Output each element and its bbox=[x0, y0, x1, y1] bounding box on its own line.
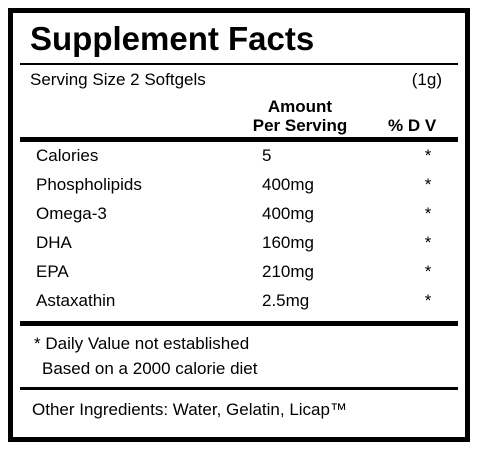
nutrient-amount: 400mg bbox=[262, 175, 314, 194]
nutrient-amount: 210mg bbox=[262, 262, 314, 281]
other-ingredients: Other Ingredients: Water, Gelatin, Licap… bbox=[32, 400, 347, 419]
serving-size: Serving Size 2 Softgels bbox=[30, 70, 206, 89]
label-border bbox=[8, 8, 470, 442]
nutrient-dv: * bbox=[424, 175, 432, 194]
rule bbox=[20, 137, 458, 142]
nutrient-name: DHA bbox=[36, 233, 72, 252]
amount-header-line: Amount bbox=[267, 97, 333, 116]
footnote: * Daily Value not established bbox=[34, 334, 250, 353]
nutrient-amount: 2.5mg bbox=[262, 291, 310, 310]
serving-weight: (1g) bbox=[411, 70, 442, 89]
nutrient-name: Omega-3 bbox=[36, 204, 107, 223]
nutrient-dv: * bbox=[424, 204, 432, 223]
nutrient-dv: * bbox=[424, 146, 432, 165]
nutrient-dv: * bbox=[424, 262, 432, 281]
amount-header: Amount Per Serving bbox=[244, 97, 356, 135]
nutrient-dv: * bbox=[424, 291, 432, 310]
nutrient-amount: 160mg bbox=[262, 233, 314, 252]
dv-header: % D V bbox=[388, 116, 437, 135]
title: Supplement Facts bbox=[30, 20, 315, 57]
amount-header-line: Per Serving bbox=[252, 116, 348, 135]
rule bbox=[20, 387, 458, 390]
nutrient-dv: * bbox=[424, 233, 432, 252]
nutrient-name: Astaxathin bbox=[36, 291, 116, 310]
nutrient-amount: 400mg bbox=[262, 204, 314, 223]
footnote: Based on a 2000 calorie diet bbox=[42, 359, 258, 378]
nutrient-name: Calories bbox=[36, 146, 99, 165]
rule bbox=[20, 63, 458, 65]
nutrient-name: Phospholipids bbox=[36, 175, 142, 194]
nutrient-name: EPA bbox=[36, 262, 69, 281]
nutrient-amount: 5 bbox=[262, 146, 272, 165]
rule bbox=[20, 321, 458, 326]
